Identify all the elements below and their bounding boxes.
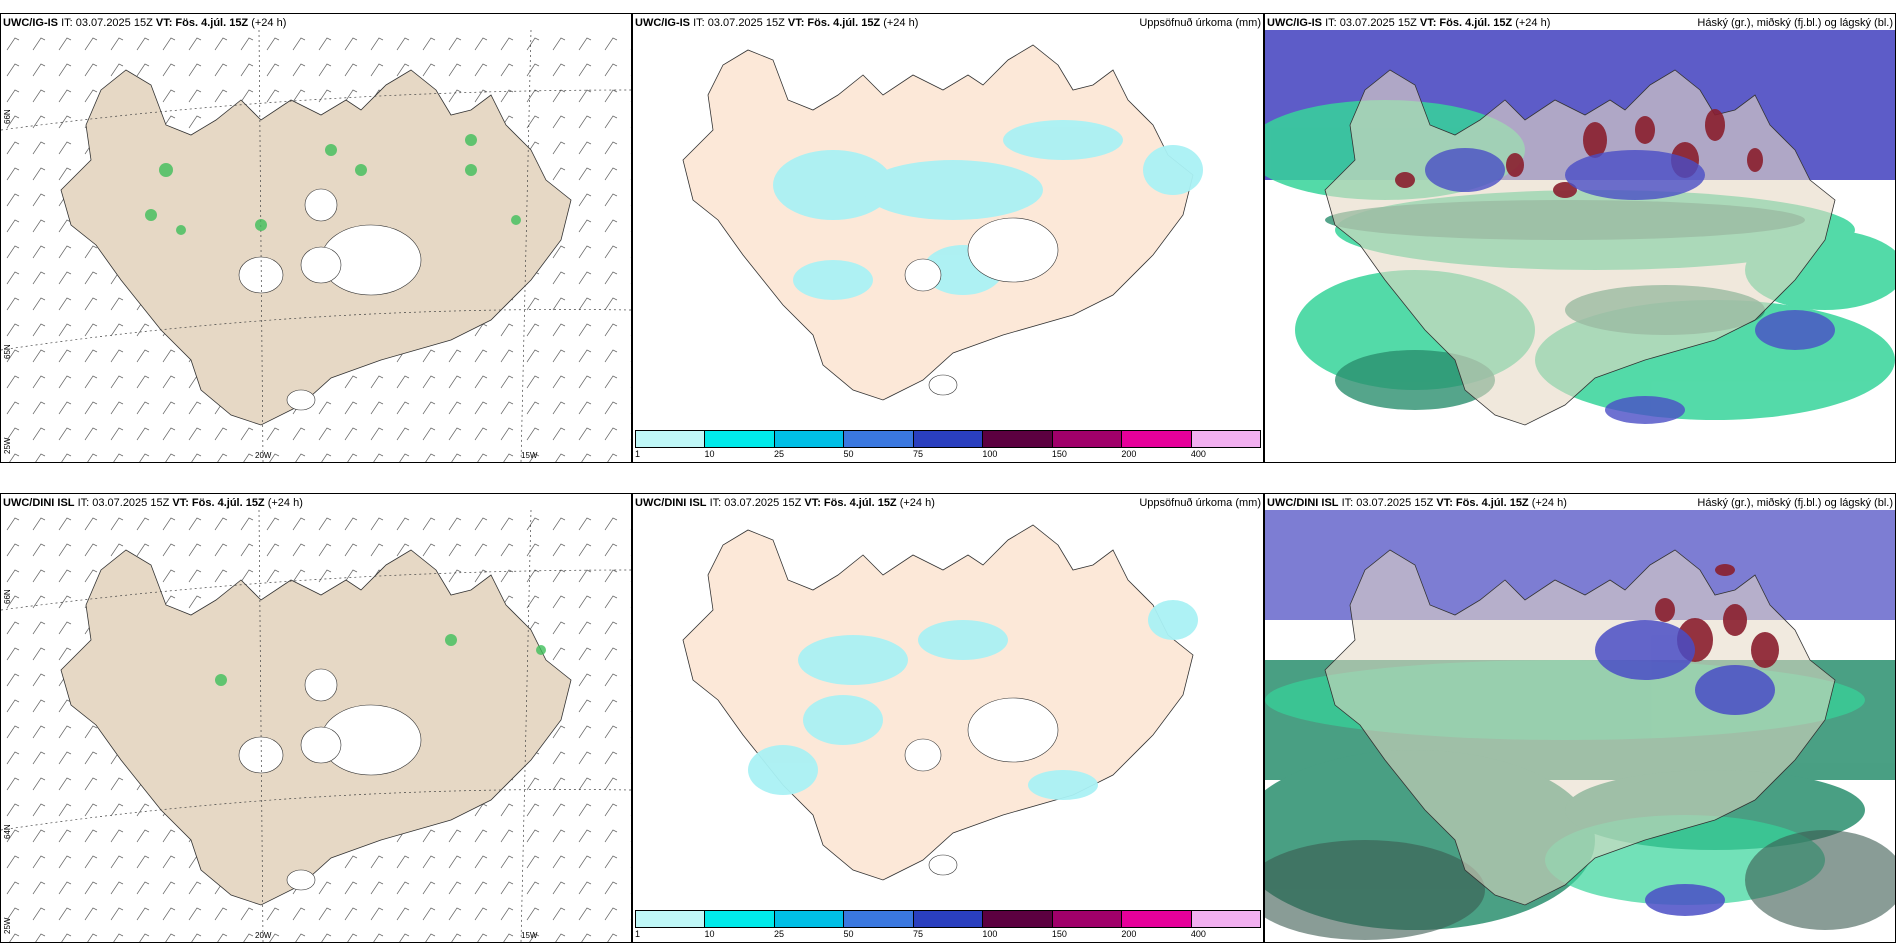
wind-map <box>1 30 631 462</box>
panel-title: UWC/IG-IS IT: 03.07.2025 15Z VT: Fös. 4.… <box>3 17 287 29</box>
precip-colorbar <box>635 910 1261 928</box>
colorbar-segment <box>844 431 914 447</box>
panel-title: UWC/IG-IS IT: 03.07.2025 15Z VT: Fös. 4.… <box>635 17 1261 29</box>
panel-title: UWC/DINI ISL IT: 03.07.2025 15Z VT: Fös.… <box>1267 497 1893 509</box>
colorbar-tick: 25 <box>773 929 784 939</box>
precip-map <box>682 524 1198 881</box>
colorbar-segment <box>913 431 984 447</box>
wind-map <box>1 510 631 942</box>
precip-colorbar <box>635 430 1261 448</box>
lat-label-66: 66N <box>3 589 12 604</box>
lon-label-15: 15W <box>521 451 538 460</box>
lon-label-20: 20W <box>255 931 272 940</box>
lat-label-64: 64N <box>3 824 12 839</box>
panel-cloud-dini: UWC/DINI ISL IT: 03.07.2025 15Z VT: Fös.… <box>1264 493 1896 943</box>
cloud-title: Háský (gr.), miðský (fj.bl.) og lágský (… <box>1697 17 1893 29</box>
precip-title: Uppsöfnuð úrkoma (mm) <box>1139 497 1261 509</box>
colorbar-segment <box>1191 431 1260 447</box>
colorbar-segment <box>774 431 845 447</box>
iceland-land <box>682 524 1194 881</box>
colorbar-tick: 10 <box>704 449 715 459</box>
colorbar-segment <box>636 431 706 447</box>
iceland-land <box>682 44 1194 401</box>
colorbar-tick: 50 <box>843 449 854 459</box>
cloud-map <box>1265 510 1895 942</box>
precip-map <box>682 44 1203 401</box>
colorbar-tick: 400 <box>1190 449 1206 459</box>
colorbar-tick: 25 <box>773 449 784 459</box>
colorbar-tick: 50 <box>843 929 854 939</box>
panel-title: UWC/DINI ISL IT: 03.07.2025 15Z VT: Fös.… <box>3 497 303 509</box>
lat-label-25w: 25W <box>3 437 12 454</box>
panel-cloud-ig: UWC/IG-IS IT: 03.07.2025 15Z VT: Fös. 4.… <box>1264 13 1896 463</box>
colorbar-tick: 150 <box>1051 449 1067 459</box>
colorbar-tick: 1 <box>635 449 641 459</box>
cloud-title: Háský (gr.), miðský (fj.bl.) og lágský (… <box>1697 497 1893 509</box>
lat-label-25w: 25W <box>3 917 12 934</box>
colorbar-segment <box>1052 911 1123 927</box>
colorbar-segment <box>705 911 775 927</box>
colorbar-tick: 150 <box>1051 929 1067 939</box>
panel-title: UWC/DINI ISL IT: 03.07.2025 15Z VT: Fös.… <box>635 497 1261 509</box>
colorbar-tick: 75 <box>912 929 923 939</box>
colorbar-segment <box>983 431 1053 447</box>
lon-label-20: 20W <box>255 451 272 460</box>
colorbar-segment <box>1052 431 1123 447</box>
colorbar-segment <box>1122 431 1192 447</box>
cloud-map <box>1265 30 1895 462</box>
colorbar-segment <box>636 911 706 927</box>
colorbar-ticks: 1 10 25 50 75 100 150 200 400 <box>635 449 1261 461</box>
colorbar-tick: 10 <box>704 929 715 939</box>
colorbar-tick: 100 <box>982 449 998 459</box>
panel-title: UWC/IG-IS IT: 03.07.2025 15Z VT: Fös. 4.… <box>1267 17 1893 29</box>
precip-title: Uppsöfnuð úrkoma (mm) <box>1139 17 1261 29</box>
colorbar-segment <box>844 911 914 927</box>
lat-label-65: 65N <box>3 344 12 359</box>
colorbar-segment <box>1122 911 1192 927</box>
colorbar-tick: 400 <box>1190 929 1206 939</box>
lon-label-15: 15W <box>521 931 538 940</box>
colorbar-tick: 100 <box>982 929 998 939</box>
colorbar-ticks: 1 10 25 50 75 100 150 200 400 <box>635 929 1261 941</box>
colorbar-tick: 200 <box>1121 449 1137 459</box>
lat-label-66: 66N <box>3 109 12 124</box>
colorbar-segment <box>705 431 775 447</box>
colorbar-segment <box>983 911 1053 927</box>
colorbar-tick: 200 <box>1121 929 1137 939</box>
colorbar-tick: 1 <box>635 929 641 939</box>
colorbar-segment <box>1191 911 1260 927</box>
panel-precip-dini: UWC/DINI ISL IT: 03.07.2025 15Z VT: Fös.… <box>632 493 1264 943</box>
panel-precip-ig: UWC/IG-IS IT: 03.07.2025 15Z VT: Fös. 4.… <box>632 13 1264 463</box>
panel-wind-dini: UWC/DINI ISL IT: 03.07.2025 15Z VT: Fös.… <box>0 493 632 943</box>
panel-wind-ig: UWC/IG-IS IT: 03.07.2025 15Z VT: Fös. 4.… <box>0 13 632 463</box>
colorbar-segment <box>913 911 984 927</box>
colorbar-tick: 75 <box>912 449 923 459</box>
colorbar-segment <box>774 911 845 927</box>
